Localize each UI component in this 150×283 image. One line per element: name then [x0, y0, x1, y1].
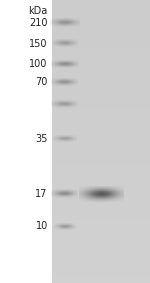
Text: 210: 210 — [29, 18, 48, 28]
Text: 35: 35 — [35, 134, 48, 144]
Text: 17: 17 — [35, 189, 48, 199]
Text: 70: 70 — [35, 77, 48, 87]
Text: 150: 150 — [29, 39, 48, 49]
Text: 100: 100 — [29, 59, 48, 69]
Text: kDa: kDa — [28, 6, 48, 16]
Text: 10: 10 — [36, 221, 48, 231]
